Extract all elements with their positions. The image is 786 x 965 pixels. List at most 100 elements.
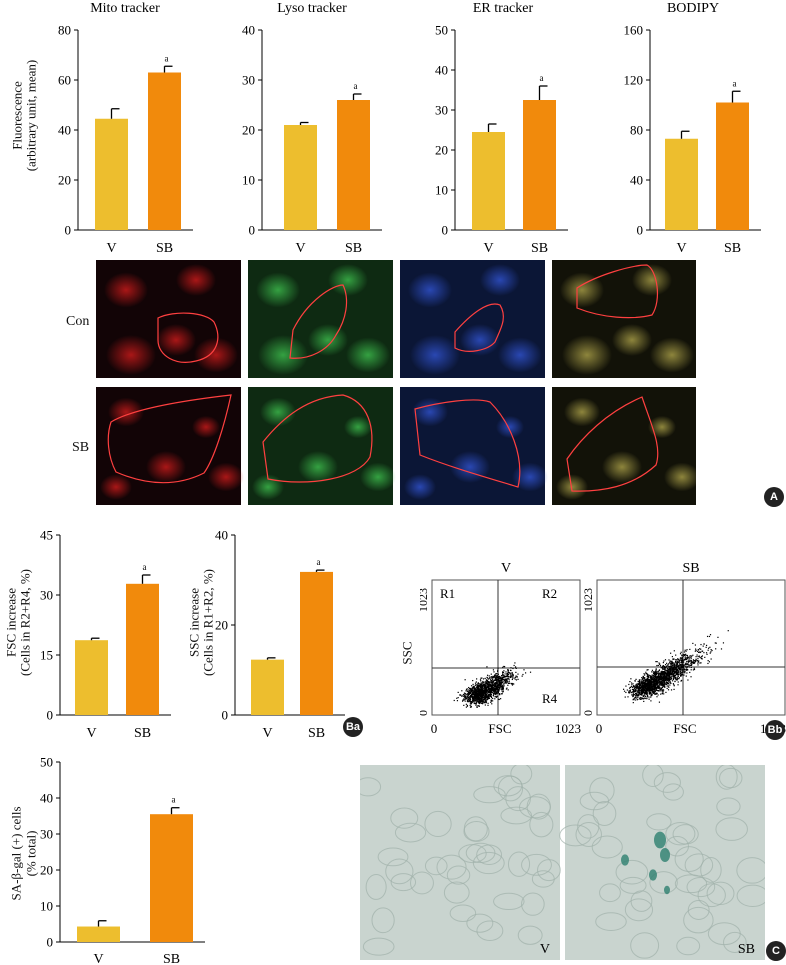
event-dot [507, 684, 509, 686]
event-dot [663, 673, 665, 676]
event-dot [517, 678, 519, 680]
event-dot [644, 683, 646, 685]
event-dot [464, 692, 466, 695]
event-dot [651, 687, 653, 689]
event-dot [484, 684, 486, 687]
event-dot [637, 698, 639, 700]
event-dot [478, 694, 480, 696]
event-dot [690, 669, 692, 671]
event-dot [492, 692, 495, 695]
event-dot [481, 682, 484, 684]
event-dot [680, 667, 682, 669]
event-dot [639, 683, 641, 685]
event-dot [486, 691, 488, 693]
event-dot [654, 682, 657, 684]
event-dot [652, 676, 654, 678]
event-dot [492, 675, 494, 677]
event-dot [490, 696, 492, 698]
event-dot [649, 681, 651, 684]
event-dot [655, 674, 658, 676]
event-dot [483, 690, 485, 693]
event-dot [648, 674, 650, 677]
event-dot [663, 676, 665, 679]
event-dot [467, 693, 469, 695]
stain-blob [556, 474, 588, 500]
event-dot [494, 688, 497, 690]
cell-shape [591, 835, 623, 859]
event-dot [639, 684, 641, 686]
event-dot [508, 678, 510, 681]
event-dot [472, 683, 474, 686]
event-dot [507, 681, 509, 683]
event-dot [676, 676, 678, 678]
chart-title: BODIPY [667, 1, 719, 16]
event-dot [631, 684, 633, 686]
event-dot [487, 683, 489, 685]
event-dot [490, 676, 492, 678]
event-dot [505, 682, 508, 684]
event-dot [661, 693, 663, 695]
event-dot [643, 685, 645, 688]
event-dot [665, 673, 667, 675]
event-dot [634, 697, 636, 699]
y-tick-label: 0 [249, 223, 256, 238]
event-dot [498, 690, 500, 693]
event-dot [650, 700, 652, 702]
event-dot [483, 702, 485, 704]
event-dot [669, 675, 671, 677]
event-dot [499, 679, 501, 681]
event-dot [480, 697, 482, 699]
event-dot [482, 694, 484, 696]
blue-stain [664, 885, 670, 895]
event-dot [641, 687, 644, 689]
cell-shape [390, 807, 419, 829]
event-dot [667, 669, 669, 671]
event-dot [636, 685, 638, 688]
event-dot [512, 667, 514, 670]
event-dot [469, 704, 471, 706]
event-dot [700, 662, 702, 664]
event-dot [503, 681, 505, 683]
event-dot [496, 681, 498, 683]
cell-shape [719, 767, 743, 789]
event-dot [501, 685, 504, 687]
event-dot [646, 695, 649, 697]
event-dot [693, 667, 695, 669]
event-dot [483, 681, 485, 684]
event-dot [691, 662, 693, 664]
event-dot [509, 673, 512, 675]
event-dot [478, 699, 480, 701]
event-dot [635, 690, 637, 692]
event-dot [645, 690, 647, 692]
event-dot [475, 695, 477, 697]
cell-outline [289, 284, 348, 359]
event-dot [646, 688, 648, 690]
event-dot [661, 677, 663, 679]
event-dot [481, 688, 484, 690]
event-dot [668, 677, 670, 679]
event-dot [654, 690, 656, 692]
event-dot [669, 672, 671, 675]
event-dot [640, 679, 642, 681]
cell-shape [595, 912, 627, 931]
event-dot [684, 669, 686, 671]
event-dot [682, 663, 684, 665]
cell-shape [575, 822, 602, 848]
event-dot [694, 650, 696, 652]
event-dot [692, 642, 694, 645]
event-dot [646, 673, 648, 675]
event-dot [681, 674, 684, 676]
event-dot [656, 677, 658, 679]
chart-title: ER tracker [473, 1, 534, 16]
event-dot [642, 685, 644, 687]
event-dot [645, 695, 647, 697]
event-dot [678, 666, 681, 668]
event-dot [662, 665, 665, 667]
event-dot [671, 674, 674, 676]
event-dot [495, 672, 497, 675]
event-dot [671, 656, 673, 658]
cell-shape [649, 871, 678, 894]
event-dot [633, 685, 635, 687]
event-dot [674, 668, 676, 671]
event-dot [502, 672, 504, 674]
